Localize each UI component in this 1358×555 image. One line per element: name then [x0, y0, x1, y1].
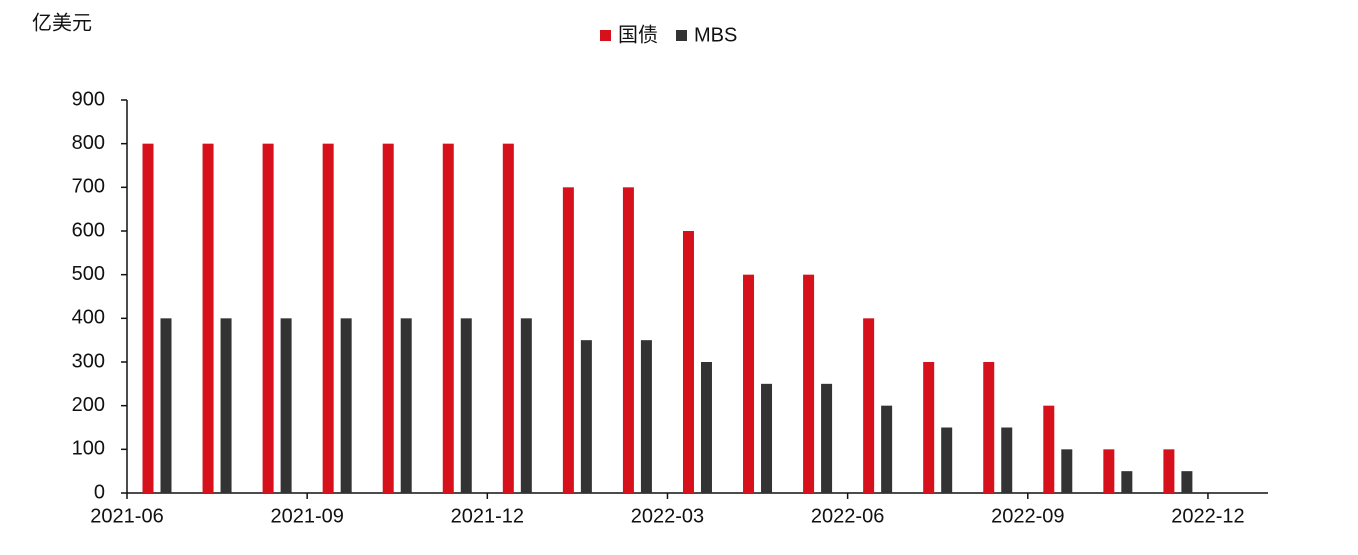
x-tick-label: 2021-06 — [90, 505, 163, 527]
bar — [640, 340, 652, 493]
bar — [262, 143, 274, 493]
bar — [202, 143, 214, 493]
y-tick-label: 300 — [72, 350, 105, 372]
bar — [1121, 471, 1133, 493]
y-tick-label: 800 — [72, 132, 105, 154]
y-tick-label: 700 — [72, 176, 105, 198]
bar — [983, 362, 995, 493]
bar — [340, 318, 352, 493]
x-tick-label: 2022-03 — [631, 505, 704, 527]
bar — [700, 362, 712, 493]
y-tick-label: 0 — [94, 481, 105, 503]
bar — [682, 231, 694, 493]
bar — [160, 318, 172, 493]
bar — [881, 405, 893, 493]
bar — [1001, 427, 1013, 493]
bar — [1061, 449, 1073, 493]
y-tick-label: 500 — [72, 263, 105, 285]
bar — [821, 383, 833, 493]
bar — [743, 274, 755, 493]
bar — [1181, 471, 1193, 493]
unit-label: 亿美元 — [32, 11, 92, 34]
y-tick-label: 600 — [72, 219, 105, 241]
legend-label: MBS — [694, 24, 737, 46]
bar — [460, 318, 472, 493]
x-tick-label: 2022-09 — [991, 505, 1064, 527]
bar — [1163, 449, 1175, 493]
bar — [863, 318, 875, 493]
x-tick-label: 2022-06 — [811, 505, 884, 527]
bar — [1103, 449, 1115, 493]
bar — [400, 318, 412, 493]
bar — [382, 143, 394, 493]
bar — [923, 362, 935, 493]
bar — [280, 318, 292, 493]
bar — [142, 143, 154, 493]
bar — [761, 383, 773, 493]
legend-label: 国债 — [618, 23, 658, 46]
bar — [1043, 405, 1055, 493]
y-tick-label: 900 — [72, 88, 105, 110]
bar — [520, 318, 532, 493]
legend-swatch — [676, 30, 687, 41]
y-tick-label: 100 — [72, 438, 105, 460]
x-tick-label: 2021-09 — [270, 505, 343, 527]
bar — [941, 427, 953, 493]
bar — [562, 187, 574, 494]
y-tick-label: 400 — [72, 307, 105, 329]
bar — [220, 318, 232, 493]
x-tick-label: 2021-12 — [451, 505, 524, 527]
bar — [442, 143, 454, 493]
bar — [502, 143, 514, 493]
y-tick-label: 200 — [72, 394, 105, 416]
x-tick-label: 2022-12 — [1171, 505, 1244, 527]
bar — [322, 143, 334, 493]
legend-swatch — [600, 30, 611, 41]
bar — [622, 187, 634, 494]
bar — [803, 274, 815, 493]
bar — [580, 340, 592, 493]
